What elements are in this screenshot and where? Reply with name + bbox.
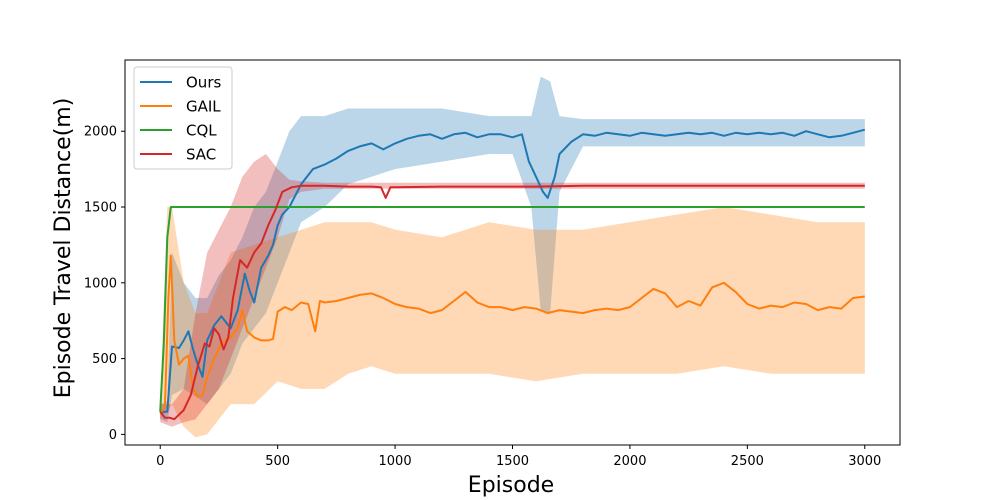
x-tick-label: 3000 (848, 454, 881, 469)
x-tick-label: 2000 (613, 454, 646, 469)
y-axis-label: Episode Travel Distance(m) (51, 98, 76, 399)
y-tick-label: 1000 (84, 276, 117, 291)
series-lines (159, 128, 866, 421)
band-ours (160, 76, 865, 423)
x-tick-label: 2500 (731, 454, 764, 469)
band-gail (160, 207, 865, 438)
x-axis-label: Episode (468, 473, 554, 498)
series-line-sac (159, 184, 865, 421)
legend-box (133, 66, 233, 170)
y-tick-label: 1500 (84, 201, 117, 216)
y-tick-label: 0 (109, 428, 117, 443)
x-tick-label: 0 (156, 454, 164, 469)
y-tick-label: 2000 (84, 125, 117, 140)
x-tick-label: 500 (265, 454, 290, 469)
series-line-gail (159, 254, 865, 414)
y-tick-label: 500 (92, 352, 117, 367)
x-tick-label: 1000 (379, 454, 412, 469)
series-line-cql (159, 206, 865, 412)
legend-label-sac: SAC (186, 146, 216, 164)
x-tick-label: 1500 (496, 454, 529, 469)
legend-label-cql: CQL (186, 122, 217, 140)
legend-label-gail: GAIL (186, 98, 221, 116)
series-line-ours (160, 128, 866, 413)
legend: Ours GAIL CQL SAC (133, 66, 233, 170)
legend-label-ours: Ours (186, 74, 221, 92)
confidence-bands (160, 76, 865, 438)
axes: 0 500 1000 1500 2000 2500 3000 0 500 1000 1500 2000 (84, 59, 901, 469)
